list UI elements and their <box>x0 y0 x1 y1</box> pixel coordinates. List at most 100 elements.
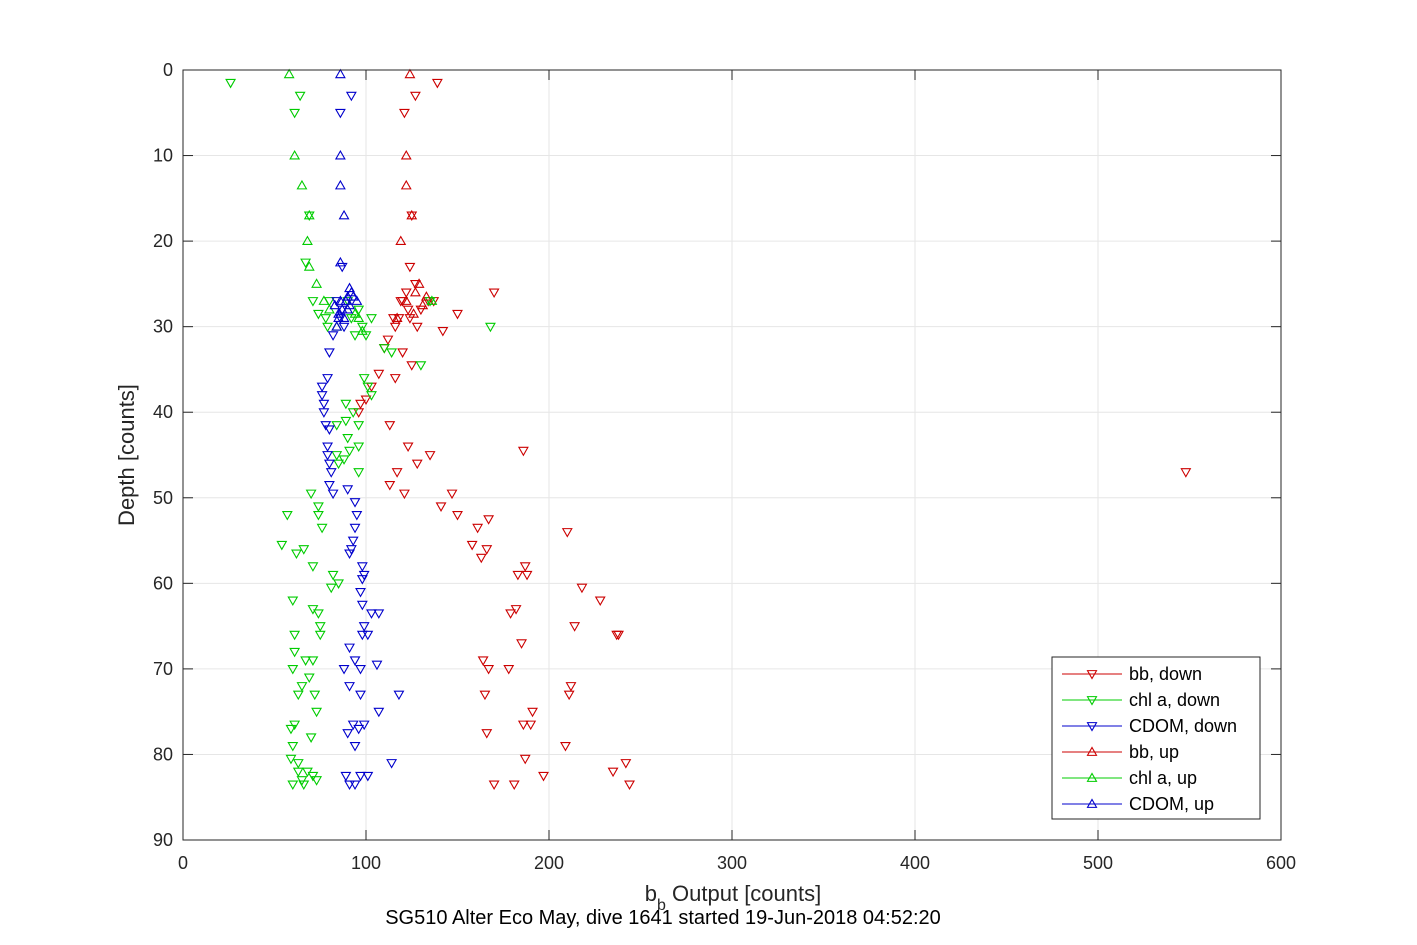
point-bb-up <box>420 291 432 301</box>
point-chl-a-down <box>311 776 323 786</box>
point-chl-a-down <box>291 549 302 559</box>
y-tick-label: 50 <box>153 488 173 508</box>
point-chl-a-down <box>305 489 317 500</box>
legend-label: CDOM, up <box>1129 794 1214 814</box>
point-cdom-down <box>344 643 355 654</box>
point-bb-down <box>516 639 527 649</box>
point-bb-down <box>406 361 418 371</box>
point-chl-a-down <box>358 374 370 384</box>
point-cdom-down <box>338 664 350 675</box>
point-bb-down <box>397 297 409 307</box>
x-tick-label: 200 <box>534 853 564 873</box>
point-bb-up <box>400 149 412 160</box>
point-cdom-up <box>347 291 359 301</box>
point-bb-down <box>431 78 443 89</box>
point-bb-down <box>569 622 581 632</box>
point-cdom-down <box>347 720 359 731</box>
point-cdom-down <box>373 707 385 718</box>
point-bb-down <box>384 481 396 491</box>
y-tick-label: 80 <box>153 744 173 764</box>
x-tick-label: 300 <box>717 853 747 873</box>
point-bb-up <box>400 295 412 305</box>
point-chl-a-down <box>307 297 319 307</box>
point-cdom-down <box>344 780 355 790</box>
y-tick-label: 40 <box>153 402 173 422</box>
point-bb-down <box>398 489 410 500</box>
point-chl-a-down <box>353 305 365 316</box>
point-chl-a-down <box>312 510 324 521</box>
point-bb-down <box>391 468 403 478</box>
point-chl-a-down <box>225 78 237 89</box>
point-chl-a-up <box>301 235 313 246</box>
point-bb-down <box>402 305 414 316</box>
ticks: 0 100 200 300 400 500 600 0 10 20 30 40 50 60 70 80 90 <box>153 60 1296 873</box>
legend-label: chl a, up <box>1129 768 1197 788</box>
point-bb-up <box>400 179 412 190</box>
point-bb-down <box>538 771 549 782</box>
point-cdom-down <box>355 690 366 701</box>
point-cdom-up <box>334 149 346 160</box>
point-bb-down <box>576 583 588 594</box>
point-bb-down <box>402 442 414 453</box>
point-cdom-down <box>327 489 339 500</box>
point-bb-down <box>388 314 399 324</box>
point-cdom-down <box>386 759 398 769</box>
point-chl-a-down <box>300 656 312 666</box>
point-cdom-down <box>366 609 377 619</box>
y-tick-label: 30 <box>153 317 173 337</box>
point-bb-down <box>517 720 529 731</box>
point-bb-down <box>620 759 632 769</box>
point-chl-a-down <box>344 446 355 457</box>
point-bb-up <box>391 312 403 323</box>
point-cdom-up <box>334 179 346 190</box>
point-cdom-down <box>318 408 330 418</box>
point-cdom-down <box>322 374 334 384</box>
point-cdom-down <box>345 91 357 102</box>
point-bb-down <box>525 720 537 731</box>
point-cdom-down <box>340 771 352 782</box>
point-bb-down <box>400 288 412 299</box>
point-bb-down <box>466 540 478 551</box>
point-cdom-down <box>356 600 368 611</box>
legend-marker <box>1086 722 1098 732</box>
point-chl-a-down <box>362 382 374 393</box>
point-chl-a-down <box>325 583 337 594</box>
point-bb-down <box>411 322 423 333</box>
point-chl-a-up <box>283 68 295 79</box>
point-chl-a-up <box>311 278 323 288</box>
point-cdom-down <box>323 481 335 491</box>
point-bb-down <box>446 489 458 500</box>
point-bb-down <box>475 553 487 564</box>
point-chl-a-down <box>292 767 304 778</box>
point-bb-down <box>512 570 524 581</box>
point-bb-down <box>355 399 366 410</box>
point-chl-a-down <box>307 656 319 666</box>
point-bb-down <box>452 510 463 521</box>
point-cdom-down <box>349 523 361 534</box>
point-bb-down <box>411 459 423 470</box>
point-bb-down <box>404 262 416 273</box>
point-chl-a-down <box>298 545 310 555</box>
point-bb-down <box>607 767 619 778</box>
point-cdom-down <box>334 314 346 324</box>
point-bb-down <box>481 545 493 555</box>
point-chl-a-up <box>318 295 330 305</box>
point-cdom-up <box>342 303 354 314</box>
x-tick-label: 400 <box>900 853 930 873</box>
y-tick-label: 10 <box>153 146 173 166</box>
point-chl-a-down <box>305 733 317 743</box>
x-tick-label: 500 <box>1083 853 1113 873</box>
point-chl-a-down <box>287 596 299 607</box>
x-tick-label: 100 <box>351 853 381 873</box>
point-cdom-down <box>349 656 361 666</box>
point-chl-a-down <box>333 459 344 470</box>
point-cdom-up <box>351 295 363 305</box>
legend-marker <box>1086 746 1098 756</box>
point-bb-down <box>508 780 520 790</box>
point-bb-down <box>415 305 427 316</box>
point-bb-down <box>424 451 436 461</box>
legend-label: CDOM, down <box>1129 716 1237 736</box>
point-cdom-up <box>342 291 354 301</box>
legend-label: bb, down <box>1129 664 1202 684</box>
point-cdom-down <box>334 108 346 119</box>
